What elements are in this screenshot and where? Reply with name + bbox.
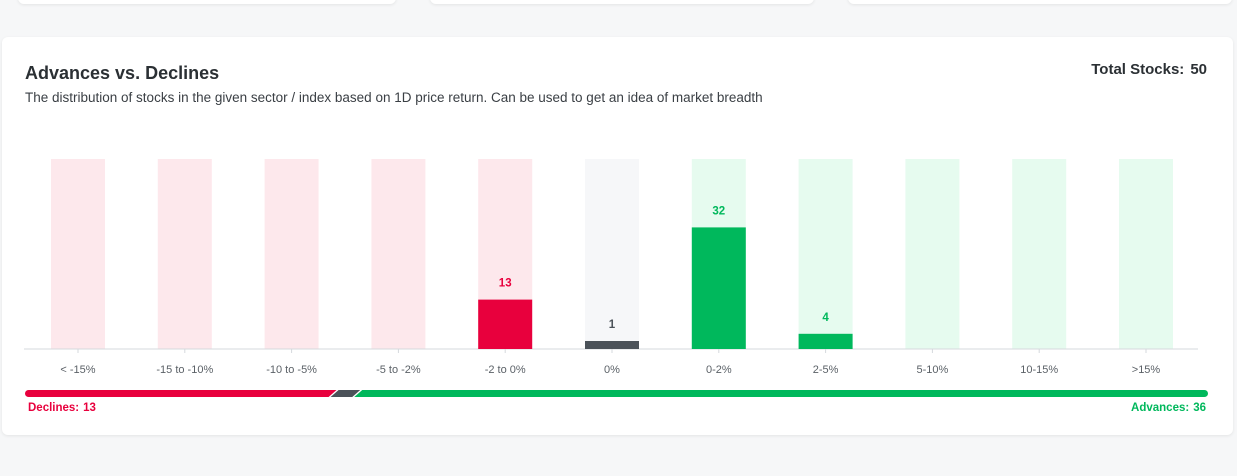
bar-background: [798, 159, 853, 349]
bar-background: [51, 159, 105, 349]
declines-count: Declines: 13: [28, 402, 96, 414]
top-card-left: [18, 0, 396, 4]
x-tick-label: -15 to -10%: [156, 364, 213, 376]
bar: [478, 299, 533, 349]
x-tick-label: < -15%: [60, 364, 95, 376]
advances-count: Advances: 36: [1131, 402, 1206, 414]
bar-value-label: 1: [609, 319, 616, 331]
top-card-middle: [430, 0, 814, 4]
bar: [691, 227, 746, 349]
x-tick-label: -5 to -2%: [376, 364, 421, 376]
x-tick-label: 5-10%: [917, 364, 949, 376]
x-tick-label: -10 to -5%: [266, 364, 317, 376]
bar-background: [585, 159, 639, 349]
total-stocks-label: Total Stocks:: [1091, 61, 1185, 78]
bar-value-label: 4: [822, 312, 829, 324]
total-stocks-value: 50: [1190, 61, 1207, 78]
x-tick-label: 0%: [604, 364, 620, 376]
bar-value-label: 13: [499, 278, 512, 290]
x-tick-label: -2 to 0%: [485, 364, 526, 376]
total-stocks: Total Stocks: 50: [1091, 61, 1207, 78]
distribution-chart: < -15% -15 to -10% -10 to -5% -5 to -2% 13 -2…: [24, 159, 1208, 397]
x-tick-label: >15%: [1132, 364, 1161, 376]
bar-background: [157, 159, 212, 349]
neutral-breadth-bar: [330, 390, 361, 397]
declines-value: 13: [83, 402, 96, 414]
bar-background: [264, 159, 319, 349]
declines-label: Declines:: [28, 402, 80, 414]
top-card-right: [848, 0, 1232, 4]
x-tick-label: 0-2%: [706, 364, 732, 376]
x-tick-label: 10-15%: [1020, 364, 1058, 376]
declines-breadth-bar: [25, 390, 337, 397]
bar-background: [1119, 159, 1173, 349]
advances-breadth-bar: [354, 390, 1208, 397]
card-title: Advances vs. Declines: [25, 63, 220, 83]
bar: [798, 333, 853, 349]
card-subtitle: The distribution of stocks in the given …: [25, 90, 763, 105]
bar: [585, 341, 639, 349]
advances-value: 36: [1193, 402, 1206, 414]
bar-background: [371, 159, 426, 349]
advances-declines-card: Advances vs. Declines The distribution o…: [2, 37, 1233, 435]
bar-background: [1012, 159, 1067, 349]
bar-value-label: 32: [712, 205, 725, 217]
advances-label: Advances:: [1131, 402, 1190, 414]
x-tick-label: 2-5%: [813, 364, 839, 376]
bar-background: [905, 159, 960, 349]
